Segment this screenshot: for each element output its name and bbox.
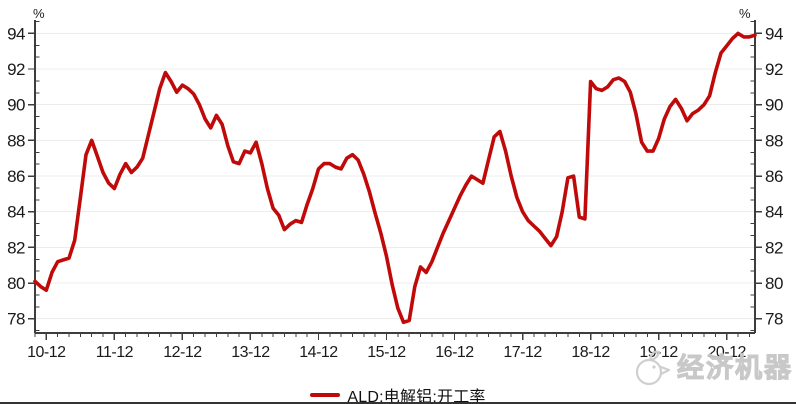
- series-line: [33, 31, 757, 325]
- y-tick-label: 88: [7, 131, 25, 150]
- x-tick-label: 18-12: [571, 344, 610, 361]
- y-tick-label: 88: [765, 131, 783, 150]
- chart-canvas: 78 78 80 80 82 82 84 84 86 86 88 88 90 90 92 92 94 94 10-1…: [7, 20, 783, 361]
- x-tick-label: 20-12: [707, 344, 746, 361]
- y-tick-label: 90: [765, 96, 783, 115]
- y-tick-label: 80: [765, 274, 783, 293]
- chart-legend: ALD:电解铝:开工率: [0, 383, 796, 404]
- x-tick-label: 14-12: [299, 344, 338, 361]
- y-tick-label: 94: [7, 24, 25, 43]
- y-tick-label: 78: [7, 310, 25, 329]
- x-tick-label: 11-12: [96, 344, 134, 361]
- y-tick-label: 82: [765, 238, 783, 257]
- y-tick-label: 86: [7, 167, 25, 186]
- y-tick-label: 84: [765, 203, 783, 222]
- y-tick-label: 86: [765, 167, 783, 186]
- y-tick-label: 80: [7, 274, 25, 293]
- x-tick-label: 19-12: [639, 344, 678, 361]
- legend-line-swatch: [310, 393, 341, 397]
- y-tick-label: 82: [7, 238, 25, 257]
- y-tick-label: 94: [765, 24, 783, 43]
- x-tick-label: 17-12: [503, 344, 542, 361]
- x-tick-label: 10-12: [27, 344, 66, 361]
- y-tick-label: 78: [765, 310, 783, 329]
- y-tick-label: 90: [7, 96, 25, 115]
- x-tick-label: 12-12: [163, 344, 202, 361]
- y-axis-unit-left: %: [33, 6, 45, 21]
- x-tick-label: 15-12: [367, 344, 406, 361]
- x-tick-label: 13-12: [231, 344, 270, 361]
- x-tick-label: 16-12: [435, 344, 474, 361]
- y-tick-label: 92: [765, 60, 783, 79]
- bottom-divider: [0, 401, 796, 404]
- y-tick-label: 84: [7, 203, 25, 222]
- legend-label: ALD:电解铝:开工率: [347, 389, 486, 404]
- y-tick-label: 92: [7, 60, 25, 79]
- y-axis-unit-right: %: [739, 6, 751, 21]
